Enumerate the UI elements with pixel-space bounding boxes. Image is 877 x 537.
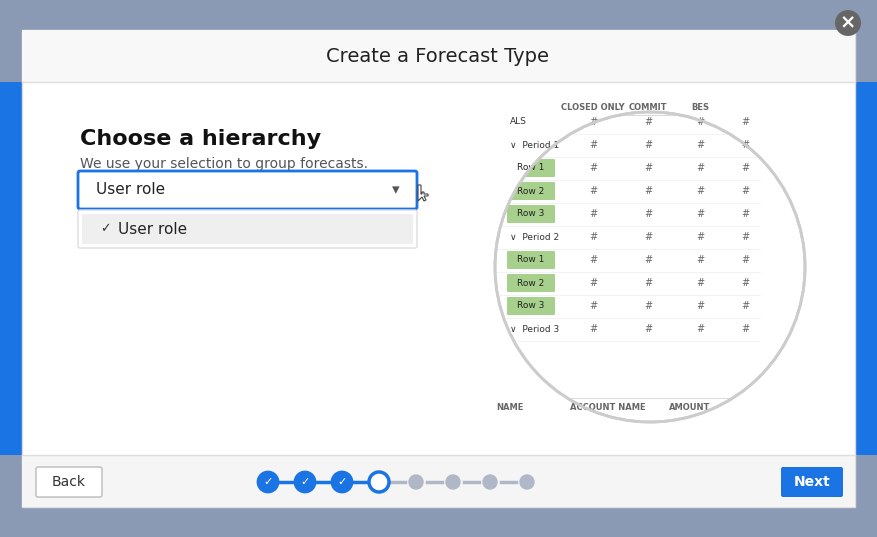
Text: User role: User role: [96, 183, 165, 198]
Text: ALS: ALS: [510, 118, 527, 127]
Text: Row 1: Row 1: [517, 256, 545, 265]
Text: #: #: [696, 186, 704, 196]
Text: #: #: [589, 163, 597, 173]
Text: #: #: [644, 163, 652, 173]
Text: #: #: [589, 232, 597, 242]
Circle shape: [409, 475, 423, 489]
Circle shape: [295, 472, 315, 492]
Text: Create a Forecast Type: Create a Forecast Type: [326, 47, 550, 66]
Text: #: #: [696, 140, 704, 150]
Text: #: #: [696, 324, 704, 334]
Text: #: #: [644, 232, 652, 242]
Text: #: #: [696, 278, 704, 288]
Text: ✓: ✓: [338, 477, 346, 487]
Text: Back: Back: [52, 475, 86, 489]
Text: #: #: [644, 324, 652, 334]
Text: #: #: [644, 209, 652, 219]
Text: CLOSED ONLY: CLOSED ONLY: [561, 104, 624, 112]
Text: #: #: [644, 301, 652, 311]
Text: ▾: ▾: [392, 183, 400, 198]
Text: User role: User role: [118, 221, 187, 236]
Text: ∨  Period 2: ∨ Period 2: [510, 233, 560, 242]
Text: Choose a hierarchy: Choose a hierarchy: [80, 129, 321, 149]
Text: #: #: [696, 255, 704, 265]
FancyBboxPatch shape: [507, 251, 555, 269]
Text: #: #: [741, 278, 749, 288]
Text: BES: BES: [691, 104, 709, 112]
Text: Row 2: Row 2: [517, 186, 545, 195]
Text: #: #: [589, 209, 597, 219]
Text: ✓: ✓: [300, 477, 310, 487]
FancyBboxPatch shape: [0, 82, 22, 455]
FancyBboxPatch shape: [781, 467, 843, 497]
Text: ✓: ✓: [263, 477, 273, 487]
Text: AMOUNT: AMOUNT: [669, 403, 710, 411]
Text: Row 2: Row 2: [517, 279, 545, 287]
Text: #: #: [644, 255, 652, 265]
FancyBboxPatch shape: [507, 297, 555, 315]
Circle shape: [258, 472, 278, 492]
Polygon shape: [418, 185, 428, 201]
Text: #: #: [741, 140, 749, 150]
Text: #: #: [589, 140, 597, 150]
Text: #: #: [741, 186, 749, 196]
Text: Row 3: Row 3: [517, 209, 545, 219]
Text: #: #: [696, 232, 704, 242]
Text: #: #: [696, 301, 704, 311]
Text: #: #: [741, 209, 749, 219]
FancyBboxPatch shape: [78, 210, 417, 248]
Text: ∨  Period 3: ∨ Period 3: [510, 324, 560, 333]
FancyBboxPatch shape: [22, 30, 855, 82]
Text: #: #: [741, 232, 749, 242]
Text: NAME: NAME: [496, 403, 524, 411]
Text: #: #: [741, 163, 749, 173]
Text: ✓: ✓: [100, 222, 111, 236]
Text: COMMIT: COMMIT: [629, 104, 667, 112]
Text: #: #: [589, 255, 597, 265]
Text: #: #: [589, 278, 597, 288]
Text: Row 3: Row 3: [517, 301, 545, 310]
Text: #: #: [696, 163, 704, 173]
FancyBboxPatch shape: [82, 214, 413, 244]
Circle shape: [520, 475, 534, 489]
Text: #: #: [589, 301, 597, 311]
Text: #: #: [741, 117, 749, 127]
Circle shape: [835, 10, 861, 36]
FancyBboxPatch shape: [22, 30, 855, 507]
Circle shape: [332, 472, 352, 492]
Text: ACCOUNT NAME: ACCOUNT NAME: [570, 403, 645, 411]
FancyBboxPatch shape: [507, 205, 555, 223]
Text: ×: ×: [840, 13, 856, 33]
Circle shape: [495, 112, 805, 422]
Text: #: #: [696, 117, 704, 127]
Text: #: #: [741, 255, 749, 265]
Circle shape: [446, 475, 460, 489]
FancyBboxPatch shape: [507, 159, 555, 177]
Text: #: #: [589, 186, 597, 196]
FancyBboxPatch shape: [855, 82, 877, 455]
Text: #: #: [741, 301, 749, 311]
FancyBboxPatch shape: [22, 455, 855, 507]
FancyBboxPatch shape: [78, 171, 417, 209]
Circle shape: [483, 475, 497, 489]
Text: #: #: [696, 209, 704, 219]
Text: #: #: [644, 140, 652, 150]
Text: #: #: [589, 117, 597, 127]
Text: We use your selection to group forecasts.: We use your selection to group forecasts…: [80, 157, 368, 171]
Text: #: #: [644, 117, 652, 127]
FancyBboxPatch shape: [507, 274, 555, 292]
Text: #: #: [589, 324, 597, 334]
Text: #: #: [644, 186, 652, 196]
Text: Row 1: Row 1: [517, 163, 545, 172]
Text: #: #: [644, 278, 652, 288]
Circle shape: [369, 472, 389, 492]
FancyBboxPatch shape: [507, 182, 555, 200]
FancyBboxPatch shape: [36, 467, 102, 497]
Text: Next: Next: [794, 475, 831, 489]
Text: #: #: [741, 324, 749, 334]
Text: ∨  Period 1: ∨ Period 1: [510, 141, 560, 149]
